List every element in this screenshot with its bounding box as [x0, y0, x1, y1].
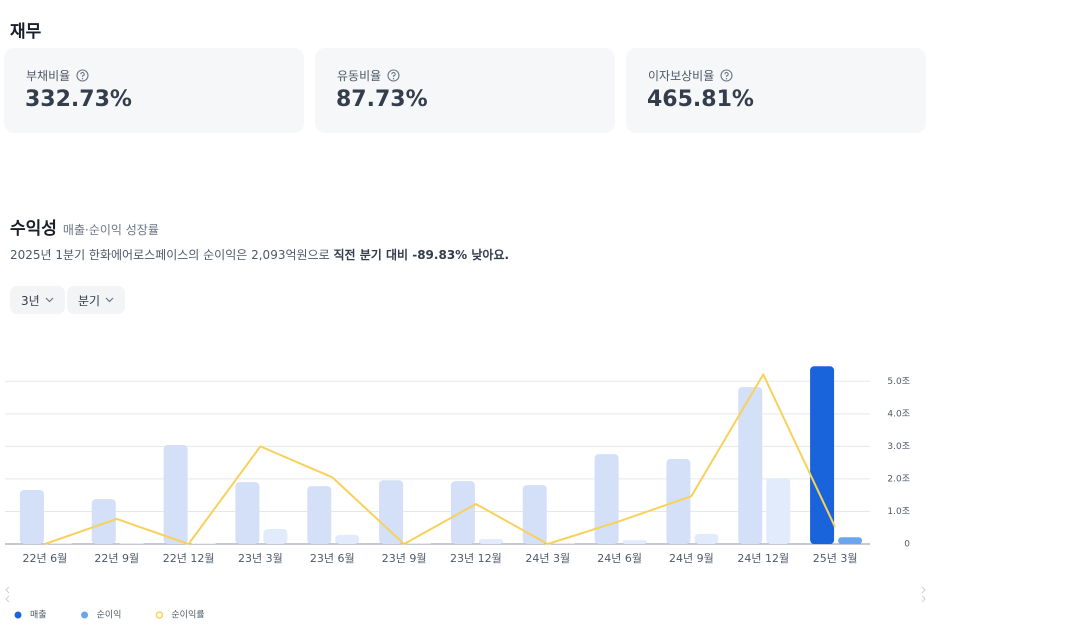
bar [766, 478, 791, 544]
help-icon[interactable] [387, 69, 400, 82]
metric-label: 유동비율 [337, 69, 382, 83]
x-tick-label: 23년 6월 [310, 552, 355, 565]
y-tick-label: 2.0조 [887, 474, 910, 484]
help-icon[interactable] [76, 69, 89, 82]
legend-label: 순이익 [97, 609, 122, 621]
legend-marker [14, 611, 22, 619]
filter-label: 분기 [78, 293, 101, 308]
legend-label: 순이익률 [171, 609, 204, 621]
metric-label-row: 이자보상비율 [648, 67, 733, 84]
x-tick-label: 24년 6월 [597, 552, 642, 565]
y-tick-label: 5.0조 [887, 377, 910, 387]
bar [235, 482, 260, 544]
x-tick-label: 23년 3월 [238, 552, 283, 565]
x-tick-label: 24년 9월 [669, 552, 714, 565]
filter-label: 3년 [21, 293, 40, 308]
bar [163, 445, 188, 544]
x-tick-label: 24년 12월 [737, 552, 789, 565]
legend-label: 매출 [30, 610, 47, 621]
metric-value: 87.73% [336, 87, 428, 112]
scroll-left[interactable] [5, 586, 10, 603]
x-tick-label: 23년 12월 [450, 552, 502, 565]
bar [450, 481, 475, 544]
bar [622, 540, 647, 544]
y-tick-label: 1.0조 [887, 507, 910, 517]
y-tick-label: 3.0조 [887, 442, 910, 452]
chevron-icon [45, 297, 54, 303]
bar [594, 454, 619, 544]
metric-label: 이자보상비율 [648, 69, 715, 83]
scroll-right[interactable] [921, 586, 926, 603]
chevron-icon [105, 297, 114, 303]
bar [478, 539, 503, 544]
bar [522, 485, 547, 544]
metric-card: 부채비율 332.73% [4, 48, 304, 133]
x-tick-label: 22년 6월 [23, 552, 68, 565]
x-tick-label: 24년 3월 [525, 552, 570, 565]
section-subtitle: 매출·순이익 성장률 [62, 223, 159, 237]
bar [810, 366, 835, 544]
filter-button[interactable]: 분기 [67, 286, 126, 314]
metric-label-row: 유동비율 [337, 67, 400, 84]
bar [738, 387, 763, 544]
y-tick-label: 4.0조 [887, 409, 910, 419]
bar [263, 529, 288, 544]
x-tick-label: 22년 12월 [163, 552, 215, 565]
bar [307, 486, 332, 544]
metric-card: 유동비율 87.73% [315, 48, 615, 133]
metric-value: 332.73% [25, 87, 132, 112]
section-title: 재무 [10, 22, 42, 42]
metric-label: 부채비율 [26, 69, 71, 83]
filter-button[interactable]: 3년 [10, 286, 65, 314]
bar [91, 499, 116, 544]
summary-text: 2025년 1분기 한화에어로스페이스의 순이익은 2,093억원으로 [10, 248, 334, 262]
bar [19, 489, 44, 544]
bar [694, 533, 719, 544]
x-tick-label: 22년 9월 [94, 552, 139, 565]
bar [191, 543, 216, 544]
bar [335, 534, 360, 544]
bar [838, 537, 863, 544]
metric-value: 465.81% [647, 87, 754, 112]
summary-emphasis: 직전 분기 대비 -89.83% 낮아요. [333, 248, 510, 262]
metric-label-row: 부채비율 [26, 67, 89, 84]
y-tick-label: 0 [904, 540, 910, 550]
section-title: 수익성 [10, 219, 57, 239]
help-icon[interactable] [720, 69, 733, 82]
bar [379, 480, 404, 544]
legend-marker [81, 611, 89, 619]
legend-marker [155, 611, 164, 619]
x-tick-label: 25년 3월 [813, 552, 858, 565]
bar [119, 543, 144, 544]
summary: 2025년 1분기 한화에어로스페이스의 순이익은 2,093억원으로 직전 분… [10, 246, 509, 263]
metric-card: 이자보상비율 465.81% [626, 48, 926, 133]
line [44, 373, 836, 545]
x-tick-label: 23년 9월 [382, 552, 427, 565]
section-header: 수익성 매출·순이익 성장률 [10, 214, 159, 239]
